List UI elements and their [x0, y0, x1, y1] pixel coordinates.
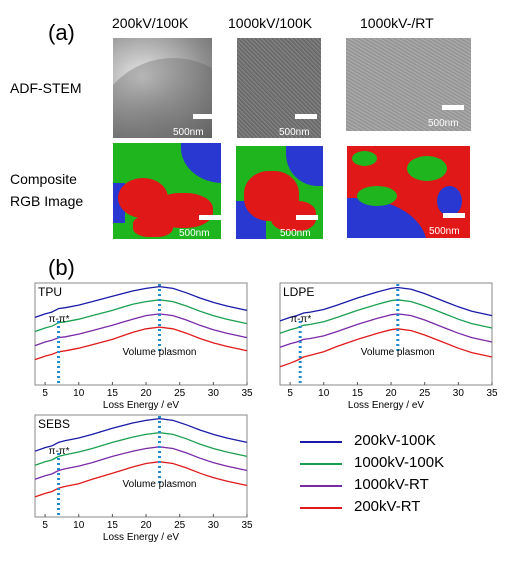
x-tick-label: 15 [352, 388, 364, 399]
x-tick-label: 35 [486, 388, 498, 399]
series-line [34, 417, 248, 452]
series-line [34, 285, 248, 319]
column-title-2: 1000kV/100K [228, 15, 313, 31]
plasmon-annotation: Volume plasmon [123, 347, 197, 358]
series-line [34, 299, 248, 333]
x-tick-label: 25 [174, 520, 186, 531]
x-tick-label: 30 [208, 388, 220, 399]
x-tick-label: 20 [385, 388, 397, 399]
adf-stem-image-200kV-100K: 500nm [113, 38, 212, 138]
x-tick-label: 10 [73, 388, 85, 399]
legend-swatch-3 [300, 507, 342, 509]
x-axis-label: Loss Energy / eV [348, 400, 424, 411]
adf-stem-image-1000kV-RT: 500nm [346, 38, 471, 131]
x-axis-label: Loss Energy / eV [103, 532, 179, 543]
x-tick-label: 5 [287, 388, 293, 399]
x-tick-label: 15 [107, 520, 119, 531]
column-title-1: 200kV/100K [112, 15, 189, 31]
composite-rgb-image-1000kV-100K: 500nm [236, 146, 323, 239]
row-label-adf: ADF-STEM [10, 80, 82, 96]
plot-frame [34, 414, 248, 518]
x-tick-label: 35 [241, 388, 253, 399]
row-label-rgb: RGB Image [10, 193, 84, 209]
pi-annotation: π-π* [49, 446, 70, 457]
plot-frame [279, 282, 493, 386]
x-tick-label: 30 [208, 520, 220, 531]
composite-rgb-image-200kV-100K: 500nm [113, 143, 221, 239]
adf-stem-image-1000kV-100K: 500nm [237, 38, 321, 138]
composite-rgb-image-1000kV-RT: 500nm [347, 146, 470, 238]
panel-b-label: (b) [48, 255, 75, 280]
pi-annotation: π-π* [290, 314, 311, 325]
series-line [34, 461, 248, 498]
plasmon-annotation: Volume plasmon [123, 479, 197, 490]
x-tick-label: 25 [419, 388, 431, 399]
pi-annotation: π-π* [49, 314, 70, 325]
x-tick-label: 20 [140, 388, 152, 399]
series-line [34, 313, 248, 347]
series-line [34, 326, 248, 361]
series-line [279, 328, 493, 368]
legend-label-0: 200kV-100K [354, 432, 436, 449]
x-axis-label: Loss Energy / eV [103, 400, 179, 411]
series-line [279, 313, 493, 348]
legend-label-1: 1000kV-100K [354, 454, 445, 471]
plasmon-annotation: Volume plasmon [361, 347, 435, 358]
legend-label-3: 200kV-RT [354, 498, 421, 515]
x-tick-label: 10 [73, 520, 85, 531]
x-tick-label: 5 [42, 520, 48, 531]
x-tick-label: 30 [453, 388, 465, 399]
series-line [279, 286, 493, 322]
panel-a-label: (a) [48, 20, 75, 45]
x-tick-label: 5 [42, 388, 48, 399]
row-label-composite: Composite [10, 171, 77, 187]
chart-sebs: 5 10 15 20 25 30 35 Loss Energy / eV SEBS π-π* Vol… [25, 413, 257, 543]
legend-swatch-2 [300, 485, 342, 487]
x-tick-label: 25 [174, 388, 186, 399]
panel-label: SEBS [38, 417, 70, 431]
x-tick-label: 10 [318, 388, 330, 399]
x-tick-label: 35 [241, 520, 253, 531]
chart-tpu: 5 10 15 20 25 30 35 Loss Energy / eV TPU π-π* Volu… [25, 281, 257, 411]
plot-frame [34, 282, 248, 386]
series-line [34, 432, 248, 466]
legend-label-2: 1000kV-RT [354, 476, 429, 493]
legend-swatch-0 [300, 441, 342, 443]
panel-label: LDPE [283, 285, 314, 299]
x-tick-label: 20 [140, 520, 152, 531]
x-tick-label: 15 [107, 388, 119, 399]
series-line [34, 446, 248, 480]
legend: 200kV-100K 1000kV-100K 1000kV-RT 200kV-R… [300, 430, 500, 530]
column-title-3: 1000kV-/RT [360, 15, 434, 31]
chart-ldpe: 5 10 15 20 25 30 35 Loss Energy / eV LDPE π-π* Vol… [270, 281, 502, 411]
legend-swatch-1 [300, 463, 342, 465]
panel-label: TPU [38, 285, 62, 299]
